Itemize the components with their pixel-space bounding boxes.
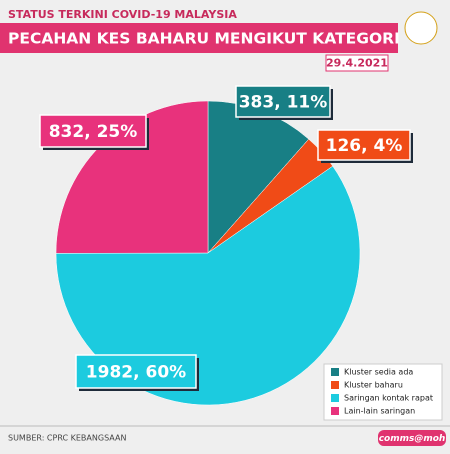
value-label: 1982, 60% [86, 363, 186, 383]
credit-box [378, 430, 446, 446]
legend-label: Kluster sedia ada [344, 368, 413, 377]
value-label: 126, 4% [326, 136, 403, 156]
label-box [235, 85, 331, 118]
credit: comms@moh [379, 434, 446, 444]
value-label: 383, 11% [239, 93, 328, 113]
legend-label: Saringan kontak rapat [344, 394, 433, 403]
source: SUMBER: CPRC KEBANGSAAN [8, 434, 126, 443]
label-box [75, 354, 197, 389]
supertitle: STATUS TERKINI COVID-19 MALAYSIA [8, 8, 237, 21]
legend-label: Lain-lain saringan [344, 407, 415, 416]
date: 29.4.2021 [326, 57, 388, 70]
legend-swatch [331, 407, 339, 415]
logo [404, 11, 438, 45]
legend-entries: Kluster sedia ada Kluster baharu Saringan … [331, 368, 433, 416]
value-labels: 383, 11% 126, 4% 1982, 60% 832, 25% [39, 85, 413, 391]
pie [55, 100, 361, 406]
legend [323, 363, 443, 421]
chart-title: PECAHAN KES BAHARU MENGIKUT KATEGORI [8, 30, 400, 48]
legend-label: Kluster baharu [344, 381, 403, 390]
title-banner [0, 23, 398, 53]
date-box [325, 54, 389, 72]
label-box [317, 129, 411, 161]
label-box [39, 114, 147, 148]
legend-swatch [331, 381, 339, 389]
pie-slice [55, 165, 361, 406]
legend-swatch [331, 368, 339, 376]
legend-swatch [331, 394, 339, 402]
value-label: 832, 25% [49, 122, 138, 142]
